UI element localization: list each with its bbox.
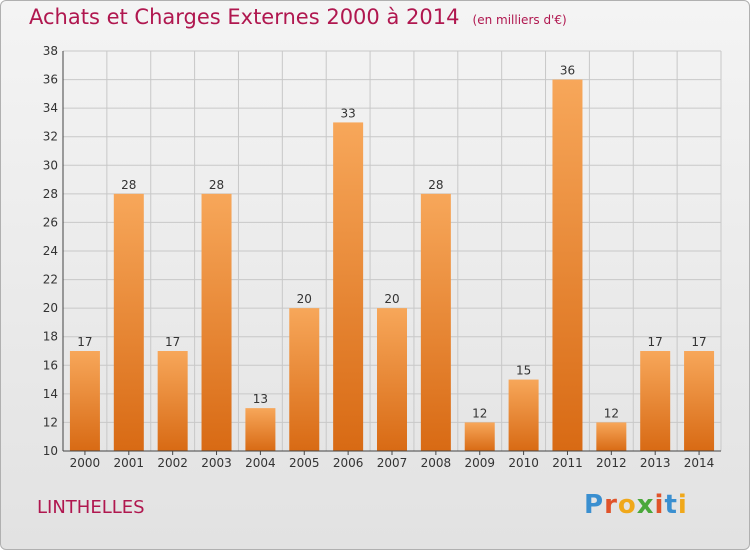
data-label: 20 [384, 292, 399, 306]
bar-2003 [201, 193, 232, 451]
data-label: 28 [428, 178, 443, 192]
y-tick-label: 38 [43, 44, 58, 58]
bar-2009 [464, 422, 495, 451]
data-label: 28 [121, 178, 136, 192]
x-tick-label: 2007 [377, 456, 408, 470]
x-tick-label: 2002 [157, 456, 188, 470]
data-label: 28 [209, 178, 224, 192]
x-tick-label: 2004 [245, 456, 276, 470]
y-tick-label: 20 [43, 301, 58, 315]
y-tick-label: 36 [43, 73, 58, 87]
chart-header: Achats et Charges Externes 2000 à 2014 (… [29, 5, 567, 29]
commune-name: LINTHELLES [37, 497, 145, 518]
bar-2000 [69, 351, 100, 451]
data-label: 20 [297, 292, 312, 306]
bar-2005 [289, 308, 320, 451]
y-tick-label: 10 [43, 444, 58, 458]
bar-2014 [684, 351, 715, 451]
x-tick-label: 2001 [114, 456, 145, 470]
bar-2013 [640, 351, 671, 451]
bar-2006 [333, 122, 364, 451]
data-label: 13 [253, 392, 268, 406]
bar-2001 [113, 193, 144, 451]
x-tick-label: 2012 [596, 456, 627, 470]
y-tick-label: 34 [43, 101, 58, 115]
data-label: 17 [648, 335, 663, 349]
bars: 17 28 17 28 13 20 33 20 28 12 15 36 12 17 17 [69, 64, 715, 452]
data-label: 17 [77, 335, 92, 349]
y-tick-label: 18 [43, 330, 58, 344]
x-tick-label: 2005 [289, 456, 320, 470]
bar-2011 [552, 79, 583, 452]
y-tick-label: 12 [43, 415, 58, 429]
data-label: 36 [560, 64, 575, 78]
y-tick-label: 16 [43, 358, 58, 372]
x-tick-label: 2003 [201, 456, 232, 470]
proxiti-logo[interactable]: Proxiti [584, 490, 688, 520]
y-tick-label: 30 [43, 158, 58, 172]
bar-2010 [508, 379, 539, 451]
data-label: 17 [165, 335, 180, 349]
data-label: 17 [691, 335, 706, 349]
y-tick-label: 22 [43, 273, 58, 287]
y-tick-label: 28 [43, 187, 58, 201]
bar-2004 [245, 408, 276, 451]
x-tick-label: 2006 [333, 456, 364, 470]
x-tick-label: 2008 [421, 456, 452, 470]
bar-2008 [420, 193, 451, 451]
data-label: 12 [472, 406, 487, 420]
x-tick-label: 2014 [684, 456, 715, 470]
data-label: 33 [340, 106, 355, 120]
data-label: 12 [604, 406, 619, 420]
x-tick-label: 2000 [70, 456, 101, 470]
chart-title: Achats et Charges Externes 2000 à 2014 [29, 5, 460, 29]
bar-2012 [596, 422, 627, 451]
bar-2002 [157, 351, 188, 451]
chart-unit: (en milliers d'€) [472, 13, 567, 27]
x-tick-label: 2013 [640, 456, 671, 470]
y-tick-label: 32 [43, 130, 58, 144]
axes: 10 12 14 16 18 20 22 24 26 28 30 32 34 36 38 2000 2001 20… [43, 44, 721, 470]
x-tick-label: 2009 [464, 456, 495, 470]
y-tick-label: 26 [43, 215, 58, 229]
data-label: 15 [516, 364, 531, 378]
x-tick-label: 2011 [552, 456, 583, 470]
bar-2007 [377, 308, 407, 451]
y-tick-label: 24 [43, 244, 58, 258]
x-tick-label: 2010 [508, 456, 539, 470]
y-tick-label: 14 [43, 387, 58, 401]
